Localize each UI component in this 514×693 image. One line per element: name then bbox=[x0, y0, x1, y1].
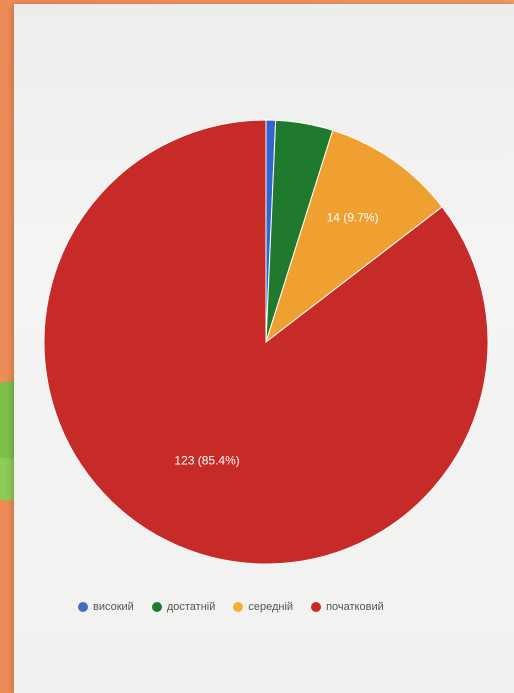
legend-item-high[interactable]: високий bbox=[78, 601, 134, 613]
legend-label-initial: початковий bbox=[326, 601, 384, 613]
legend-label-sufficient: достатній bbox=[166, 601, 216, 613]
legend-item-medium[interactable]: середній bbox=[233, 601, 293, 613]
chart-screen: 14 (9.7%) 123 (85.4%) високий достатній с… bbox=[14, 4, 514, 693]
slice-label-initial: 123 (85.4%) bbox=[174, 454, 239, 468]
legend-label-high: високий bbox=[93, 601, 134, 613]
legend-marker-medium bbox=[233, 602, 244, 612]
chart-legend: високий достатній середній початковий bbox=[78, 601, 384, 613]
legend-label-medium: середній bbox=[248, 601, 294, 613]
legend-marker-initial bbox=[311, 602, 322, 612]
legend-item-sufficient[interactable]: достатній bbox=[151, 601, 216, 613]
pie-slice-medium[interactable] bbox=[265, 129, 443, 344]
slice-label-medium: 14 (9.7%) bbox=[327, 211, 379, 225]
legend-marker-high bbox=[78, 602, 88, 612]
legend-marker-sufficient bbox=[151, 602, 162, 612]
pie-slice-initial[interactable] bbox=[43, 119, 489, 565]
legend-item-initial[interactable]: початковий bbox=[311, 601, 384, 613]
pie-chart: 14 (9.7%) 123 (85.4%) bbox=[43, 119, 489, 565]
